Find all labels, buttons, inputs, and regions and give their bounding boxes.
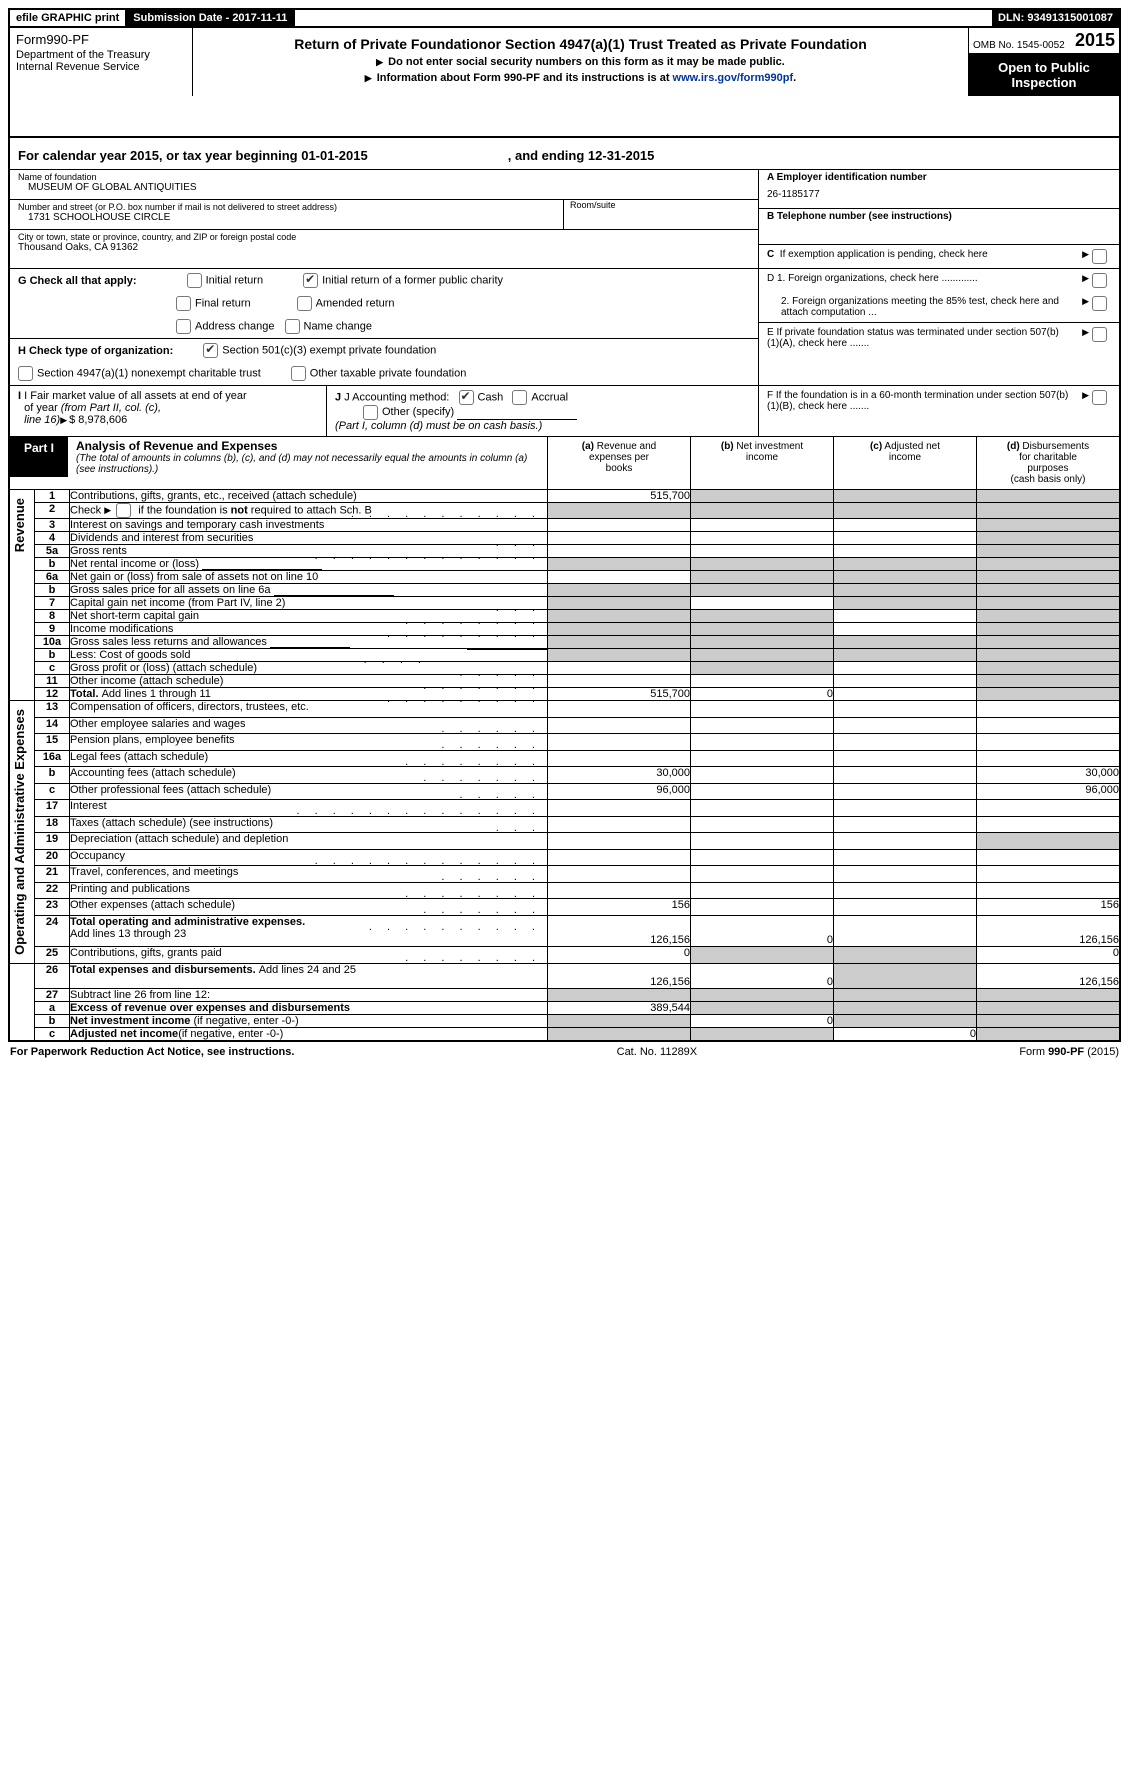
line-6a: Net gain or (loss) from sale of assets n…	[70, 571, 548, 584]
form-title: Return of Private Foundationor Section 4…	[294, 36, 867, 52]
line-21: Travel, conferences, and meetings. . . .…	[70, 866, 548, 883]
entity-info: Name of foundation MUSEUM OF GLOBAL ANTI…	[8, 170, 1121, 436]
line-9: Income modifications. . . . . . . . .	[70, 623, 548, 636]
line-12: Total. Add lines 1 through 11. . . . . .…	[70, 688, 548, 701]
line-14: Other employee salaries and wages. . . .…	[70, 717, 548, 734]
line-27b: Net investment income (if negative, ente…	[70, 1014, 548, 1027]
line-8: Net short-term capital gain. . . . . . .…	[70, 610, 548, 623]
form-header: Form990-PF Department of the Treasury In…	[8, 28, 1121, 96]
g-check-row: G Check all that apply: Initial return I…	[10, 268, 758, 338]
line-16a: Legal fees (attach schedule). . . . . . …	[70, 750, 548, 767]
line-10c: Gross profit or (loss) (attach schedule)…	[70, 662, 548, 675]
line-10b: Less: Cost of goods sold. . . .	[70, 649, 548, 662]
j-other[interactable]	[363, 405, 378, 420]
line-19: Depreciation (attach schedule) and deple…	[70, 833, 548, 850]
line-10a: Gross sales less returns and allowances	[70, 636, 548, 649]
line-25: Contributions, gifts, grants paid. . . .…	[70, 947, 548, 964]
col-c-header: (c) Adjusted netincome	[834, 437, 977, 490]
dln: DLN: 93491315001087	[992, 10, 1119, 26]
h-other-taxable[interactable]	[291, 366, 306, 381]
line-18: Taxes (attach schedule) (see instruction…	[70, 816, 548, 833]
e-checkbox[interactable]	[1092, 327, 1107, 342]
open-to-public: Open to Public Inspection	[969, 54, 1119, 96]
line-5b: Net rental income or (loss)	[70, 558, 548, 571]
col-a-header: (a) (a) Revenue and expenses per booksRe…	[548, 437, 691, 490]
line-20: Occupancy. . . . . . . . . . . . .	[70, 849, 548, 866]
g-initial-return[interactable]	[187, 273, 202, 288]
ein-field: A Employer identification number 26-1185…	[759, 170, 1119, 208]
instructions-link[interactable]: www.irs.gov/form990pf	[673, 72, 794, 84]
h-501c3[interactable]	[203, 343, 218, 358]
calendar-year-row: For calendar year 2015, or tax year begi…	[8, 138, 1121, 170]
irs-label: Internal Revenue Service	[16, 61, 186, 73]
line-23: Other expenses (attach schedule). . . . …	[70, 899, 548, 916]
phone-field: B Telephone number (see instructions)	[759, 208, 1119, 244]
expenses-label: Operating and Administrative Expenses	[10, 701, 29, 963]
d1-row: D 1. Foreign organizations, check here .…	[759, 268, 1119, 292]
l1-col-a: 515,700	[548, 490, 691, 503]
page-footer: For Paperwork Reduction Act Notice, see …	[8, 1042, 1121, 1058]
line-26: Total expenses and disbursements. Add li…	[70, 963, 548, 988]
part-1: Part I Analysis of Revenue and Expenses …	[8, 436, 1121, 1042]
c-checkbox[interactable]	[1092, 249, 1107, 264]
d1-checkbox[interactable]	[1092, 273, 1107, 288]
form-number: Form990-PF	[16, 32, 186, 47]
line-22: Printing and publications. . . . . . . .	[70, 882, 548, 899]
city-field: City or town, state or province, country…	[10, 229, 758, 259]
line-2: Check if the foundation is not required …	[70, 503, 548, 519]
line-17: Interest. . . . . . . . . . . . . .	[70, 800, 548, 817]
l2-checkbox[interactable]	[116, 503, 131, 518]
line-16b: Accounting fees (attach schedule). . . .…	[70, 767, 548, 784]
line-7: Capital gain net income (from Part IV, l…	[70, 597, 548, 610]
d2-row: 2. Foreign organizations meeting the 85%…	[759, 292, 1119, 322]
line-15: Pension plans, employee benefits. . . . …	[70, 734, 548, 751]
line-27: Subtract line 26 from line 12:	[70, 988, 548, 1001]
line-6b: Gross sales price for all assets on line…	[70, 584, 548, 597]
line-3: Interest on savings and temporary cash i…	[70, 519, 548, 532]
line-27c: Adjusted net income(if negative, enter -…	[70, 1027, 548, 1041]
g-address-change[interactable]	[176, 319, 191, 334]
revenue-label: Revenue	[10, 490, 29, 560]
submission-date: Submission Date - 2017-11-11	[127, 10, 295, 26]
omb-number: OMB No. 1545-00522015	[969, 28, 1119, 54]
line-5a: Gross rents. . . . . . . . . . . . .	[70, 545, 548, 558]
g-amended[interactable]	[297, 296, 312, 311]
h-4947[interactable]	[18, 366, 33, 381]
i-fmv: I I Fair market value of all assets at e…	[10, 386, 326, 436]
g-name-change[interactable]	[285, 319, 300, 334]
e-row: E If private foundation status was termi…	[759, 322, 1119, 353]
line-1: Contributions, gifts, grants, etc., rece…	[70, 490, 548, 503]
line-11: Other income (attach schedule). . . . . …	[70, 675, 548, 688]
line-24: Total operating and administrative expen…	[70, 915, 548, 947]
efile-label: efile GRAPHIC print	[10, 10, 127, 26]
g-initial-former[interactable]	[303, 273, 318, 288]
top-bar: efile GRAPHIC print Submission Date - 20…	[8, 8, 1121, 28]
f-checkbox[interactable]	[1092, 390, 1107, 405]
col-b-header: (b) Net investmentincome	[691, 437, 834, 490]
g-final-return[interactable]	[176, 296, 191, 311]
part-1-table: Part I Analysis of Revenue and Expenses …	[10, 436, 1119, 1042]
line-13: Compensation of officers, directors, tru…	[70, 701, 548, 718]
f-row: F If the foundation is in a 60-month ter…	[759, 386, 1119, 416]
line-27a: Excess of revenue over expenses and disb…	[70, 1001, 548, 1014]
foundation-name-field: Name of foundation MUSEUM OF GLOBAL ANTI…	[10, 170, 758, 199]
address-field: Number and street (or P.O. box number if…	[10, 199, 758, 229]
line-16c: Other professional fees (attach schedule…	[70, 783, 548, 800]
part-1-tag: Part I	[10, 437, 68, 477]
d2-checkbox[interactable]	[1092, 296, 1107, 311]
j-cash[interactable]	[459, 390, 474, 405]
line-4: Dividends and interest from securities. …	[70, 532, 548, 545]
j-accrual[interactable]	[512, 390, 527, 405]
j-accounting: J J Accounting method: Cash Accrual Othe…	[326, 386, 758, 436]
col-d-header: (d) Disbursementsfor charitablepurposes(…	[977, 437, 1120, 490]
c-pending: C C If exemption application is pending,…	[759, 244, 1119, 268]
dept-label: Department of the Treasury	[16, 49, 186, 61]
h-check-row: H Check type of organization: Section 50…	[10, 338, 758, 385]
